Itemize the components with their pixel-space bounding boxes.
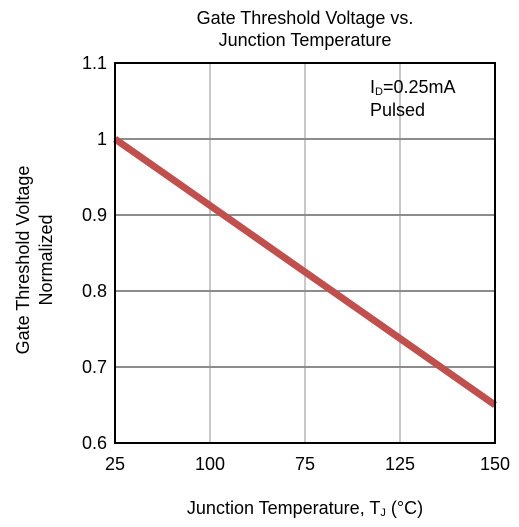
annotation-current: =0.25mA xyxy=(382,77,456,97)
y-tick-label: 0.9 xyxy=(82,205,107,225)
y-tick-label: 0.6 xyxy=(82,433,107,453)
y-axis-title-line-1: Gate Threshold Voltage xyxy=(13,165,33,355)
y-axis-title-line-2: Normalized xyxy=(36,214,56,306)
annotation-id: I xyxy=(370,77,376,97)
x-tick-label: 75 xyxy=(295,454,315,474)
annotation-id-sub: D xyxy=(375,86,383,98)
y-tick-label: 0.8 xyxy=(82,281,107,301)
x-tick-label: 125 xyxy=(385,454,415,474)
annotation-line-2: Pulsed xyxy=(370,100,426,120)
grid xyxy=(115,63,495,443)
x-tick-label: 100 xyxy=(195,454,225,474)
chart-title-line-2: Junction Temperature xyxy=(218,30,392,50)
y-tick-label: 0.7 xyxy=(82,357,107,377)
chart-title-line-1: Gate Threshold Voltage vs. xyxy=(196,8,414,28)
tick-labels: 25 100 75 125 150 1.1 1 0.9 0.8 0.7 0.6 xyxy=(82,53,510,474)
x-tick-label: 25 xyxy=(105,454,125,474)
series-layer xyxy=(112,136,498,408)
x-axis-title-sub: J xyxy=(380,507,386,519)
x-axis-title-unit: (°C) xyxy=(385,498,424,518)
y-tick-label: 1.1 xyxy=(82,53,107,73)
x-tick-label: 150 xyxy=(480,454,510,474)
y-tick-label: 1 xyxy=(97,129,107,149)
annotation-line-1: ID=0.25mA xyxy=(370,76,456,103)
plot-frame xyxy=(114,62,496,444)
x-axis-title: Junction Temperature, TJ (°C) xyxy=(115,498,495,519)
x-axis-title-main: Junction Temperature, T xyxy=(186,498,381,518)
series-line xyxy=(112,136,498,408)
